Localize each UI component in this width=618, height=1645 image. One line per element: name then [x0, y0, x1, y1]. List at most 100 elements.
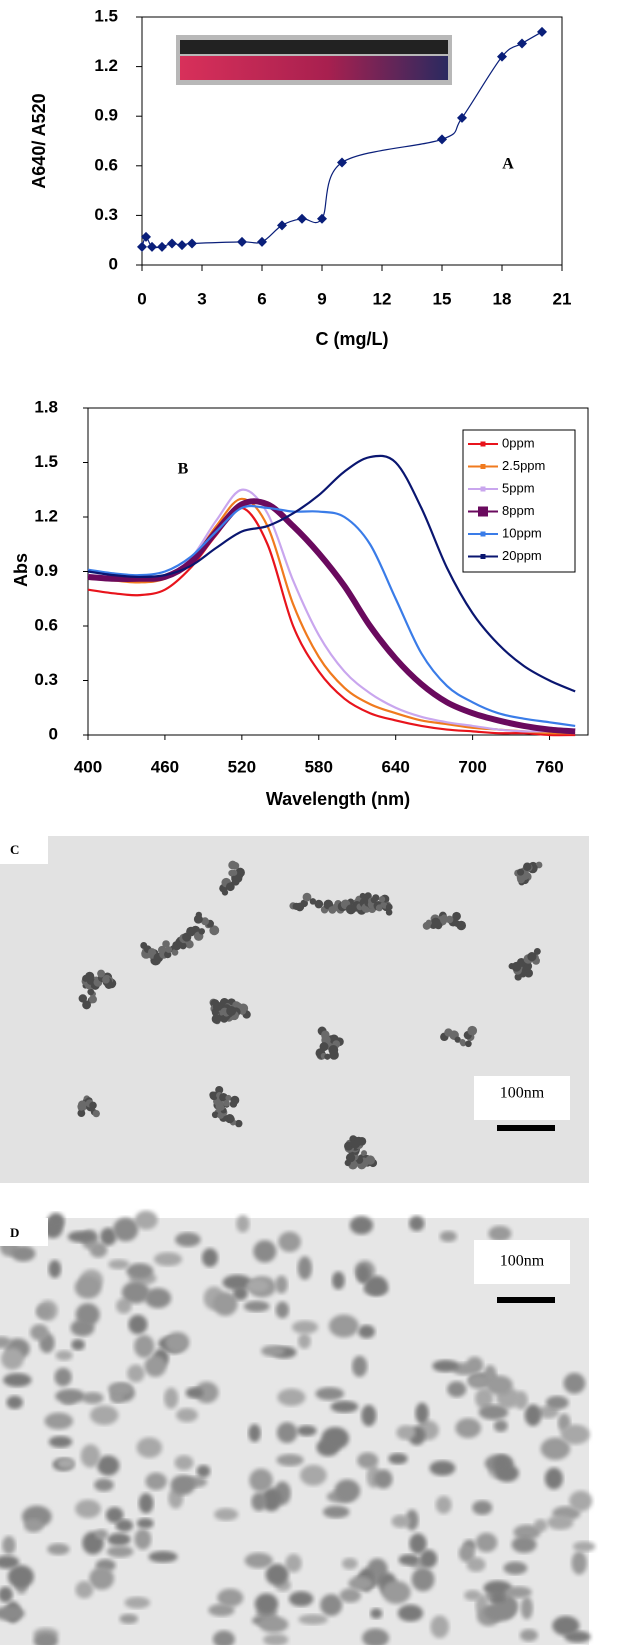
particle — [320, 1594, 343, 1616]
particle — [334, 1479, 361, 1503]
particle — [545, 1395, 569, 1410]
particle — [244, 1552, 273, 1569]
particle — [48, 1260, 62, 1278]
scale-box — [474, 1240, 570, 1284]
particle — [47, 1543, 70, 1555]
particle — [1, 1348, 24, 1370]
data-point — [237, 236, 247, 247]
legend-label: 2.5ppm — [502, 458, 545, 473]
particle — [35, 1304, 53, 1319]
particle — [278, 1231, 301, 1253]
particle — [253, 1240, 277, 1263]
particle — [7, 1565, 34, 1589]
particle — [285, 1553, 302, 1573]
particle — [467, 1025, 478, 1036]
particle — [302, 892, 312, 902]
particle — [361, 1404, 377, 1427]
y-tick-label: 0.6 — [94, 155, 118, 174]
y-tick-label: 0 — [49, 724, 58, 743]
particle — [261, 1345, 285, 1357]
x-tick-label: 9 — [317, 289, 326, 308]
particle — [458, 1544, 475, 1563]
particle — [422, 921, 431, 930]
label-box — [0, 1218, 48, 1246]
particle — [432, 1359, 460, 1373]
particle — [108, 1259, 130, 1270]
particle — [357, 1452, 379, 1469]
particle — [134, 1210, 158, 1230]
particle — [243, 1300, 270, 1312]
particle — [276, 1422, 298, 1444]
particle — [300, 1464, 327, 1486]
particle — [385, 903, 393, 911]
particle — [493, 1455, 511, 1473]
particle — [348, 1576, 373, 1591]
data-point — [457, 112, 467, 123]
particle — [296, 1425, 317, 1437]
particle — [435, 1495, 452, 1514]
particle — [82, 1000, 92, 1010]
particle — [396, 1425, 416, 1440]
legend-marker — [478, 506, 488, 517]
particle — [88, 995, 97, 1004]
particle — [144, 1287, 172, 1309]
particle — [466, 1356, 484, 1374]
y-tick-label: 0.9 — [34, 561, 58, 580]
data-point — [297, 213, 307, 224]
particle — [309, 898, 317, 905]
particle — [409, 1533, 427, 1554]
particle — [478, 1404, 509, 1420]
scale-label: 100nm — [500, 1085, 545, 1102]
legend-box — [462, 429, 576, 573]
particle — [520, 1596, 533, 1620]
particle — [2, 1536, 16, 1555]
particle — [121, 1281, 150, 1304]
particle — [465, 1040, 472, 1048]
particle — [297, 1256, 312, 1280]
particle — [3, 1373, 32, 1387]
particle — [328, 1314, 359, 1338]
particle — [358, 1324, 375, 1339]
x-tick-label: 400 — [74, 757, 102, 776]
x-tick-label: 580 — [305, 757, 333, 776]
particle — [105, 1507, 124, 1523]
particle — [209, 925, 220, 936]
legend-label: 0ppm — [502, 435, 535, 450]
particle — [90, 1405, 119, 1425]
legend-marker — [480, 531, 486, 537]
particle — [97, 969, 106, 978]
particle — [298, 1614, 328, 1625]
particle — [165, 946, 173, 953]
particle — [572, 1541, 596, 1552]
particle — [564, 1630, 591, 1643]
data-point — [537, 26, 547, 37]
particle — [215, 1085, 224, 1095]
particle — [231, 869, 238, 876]
particle — [359, 892, 366, 899]
particle — [48, 1435, 73, 1448]
particle — [430, 1615, 449, 1639]
particle — [503, 1561, 528, 1575]
vial-caps — [180, 40, 448, 54]
particle — [94, 1478, 114, 1492]
legend-label: 10ppm — [502, 525, 542, 540]
tem-panel-d: D 100nm — [0, 1210, 596, 1645]
particle — [265, 1563, 289, 1586]
particle — [524, 1404, 542, 1427]
legend-label: 20ppm — [502, 548, 542, 563]
particle — [77, 1100, 87, 1110]
particle — [275, 1275, 288, 1294]
particle — [57, 1458, 75, 1469]
particle — [208, 1603, 235, 1617]
particle — [475, 1387, 493, 1409]
legend-marker — [480, 554, 486, 559]
particle — [569, 1490, 593, 1512]
particle — [397, 1604, 424, 1622]
particle — [331, 1271, 345, 1290]
particle — [89, 1566, 115, 1590]
particle — [571, 1551, 587, 1575]
particle — [211, 1111, 219, 1119]
data-point — [187, 238, 197, 249]
data-point — [147, 241, 157, 252]
